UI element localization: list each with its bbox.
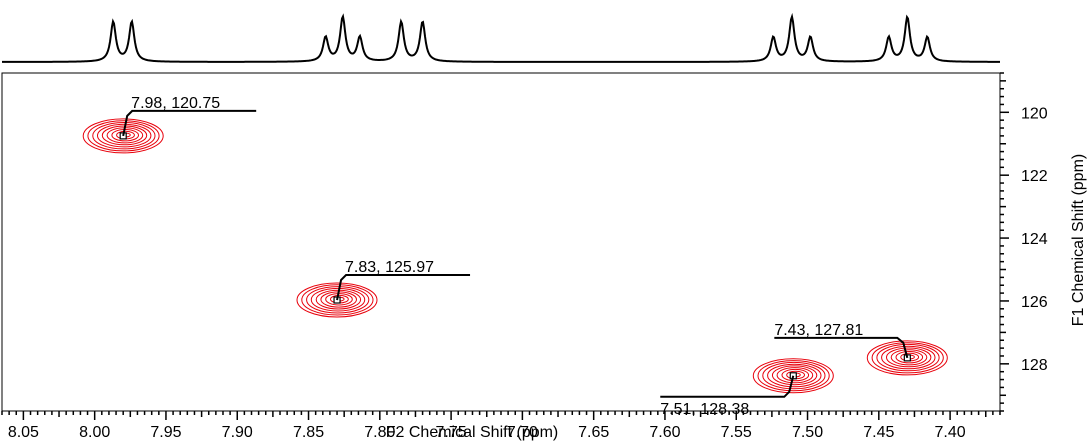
contour-ring (771, 365, 818, 386)
contour-layer (82, 118, 948, 394)
contour-ring (876, 343, 940, 372)
x-tick-label: 7.75 (436, 424, 467, 441)
peak-leader-line (122, 109, 257, 137)
x-tick-label: 7.45 (863, 424, 894, 441)
contour-ring (881, 345, 936, 370)
y-tick-label: 122 (1021, 168, 1048, 185)
peak-label: 7.98, 120.75 (131, 95, 220, 112)
x-axis-title: F2 Chemical Shift (ppm) (386, 424, 559, 441)
contour-ring (895, 351, 924, 364)
peak-contour-4 (866, 340, 948, 376)
contour-ring (762, 361, 826, 390)
contour-ring (306, 286, 370, 314)
x-tick-label: 7.40 (935, 424, 966, 441)
x-tick-label: 7.60 (649, 424, 680, 441)
peak-label: 7.83, 125.97 (345, 259, 434, 276)
x-tick-label: 7.90 (222, 424, 253, 441)
contour-ring (82, 118, 164, 154)
x-tick-label: 8.05 (8, 424, 39, 441)
peak-annotation-1: 7.98, 120.75 (119, 95, 257, 140)
f2-projection-spectrum (2, 12, 1000, 63)
y-axis: 120 122 124 126 128 (1000, 72, 1048, 412)
contour-ring (767, 363, 822, 388)
contour-ring (781, 368, 810, 382)
contour-ring (890, 349, 928, 366)
contour-ring (886, 347, 932, 368)
x-tick-label: 7.70 (507, 424, 538, 441)
y-tick-label: 128 (1021, 357, 1048, 374)
peak-label: 7.51, 128.38 (660, 401, 749, 418)
contour-ring (87, 120, 160, 152)
x-tick-label: 7.85 (293, 424, 324, 441)
x-tick-label: 7.95 (150, 424, 181, 441)
contour-ring (776, 367, 814, 384)
peak-annotation-3: 7.51, 128.38 (660, 372, 797, 418)
contour-ring (871, 342, 944, 374)
x-tick-label: 7.50 (792, 424, 823, 441)
x-tick-label: 7.65 (578, 424, 609, 441)
peak-annotation-2: 7.83, 125.97 (333, 259, 471, 304)
y-axis-title: F1 Chemical Shift (ppm) (1070, 154, 1087, 327)
peak-contour-3 (752, 358, 834, 394)
projection-trace (2, 12, 1000, 63)
contour-ring (92, 122, 156, 150)
x-axis: 8.05 8.00 7.95 7.90 7.85 7.80 7.75 7.70 7.65 7.60… (1, 411, 1001, 441)
x-tick-label: 8.00 (79, 424, 110, 441)
contour-ring (296, 282, 378, 318)
contour-ring (301, 284, 374, 316)
x-tick-label: 7.80 (364, 424, 395, 441)
peak-contour-2 (296, 282, 378, 318)
y-tick-label: 120 (1021, 105, 1048, 122)
contour-ring (757, 360, 830, 392)
contour-ring (752, 358, 834, 394)
x-tick-label: 7.55 (721, 424, 752, 441)
peak-leader-line (336, 274, 471, 301)
y-tick-label: 124 (1021, 231, 1048, 248)
contour-ring (97, 123, 152, 148)
peak-leader-line (660, 375, 795, 398)
peak-label: 7.43, 127.81 (774, 322, 863, 339)
y-tick-label: 126 (1021, 294, 1048, 311)
contour-ring (866, 340, 948, 376)
peak-label-layer: 7.98, 120.75 7.83, 125.97 7.51, 128.38 7.43… (119, 95, 911, 418)
peak-annotation-4: 7.43, 127.81 (774, 322, 911, 362)
peak-leader-line (774, 336, 909, 359)
contour-ring (310, 287, 366, 312)
